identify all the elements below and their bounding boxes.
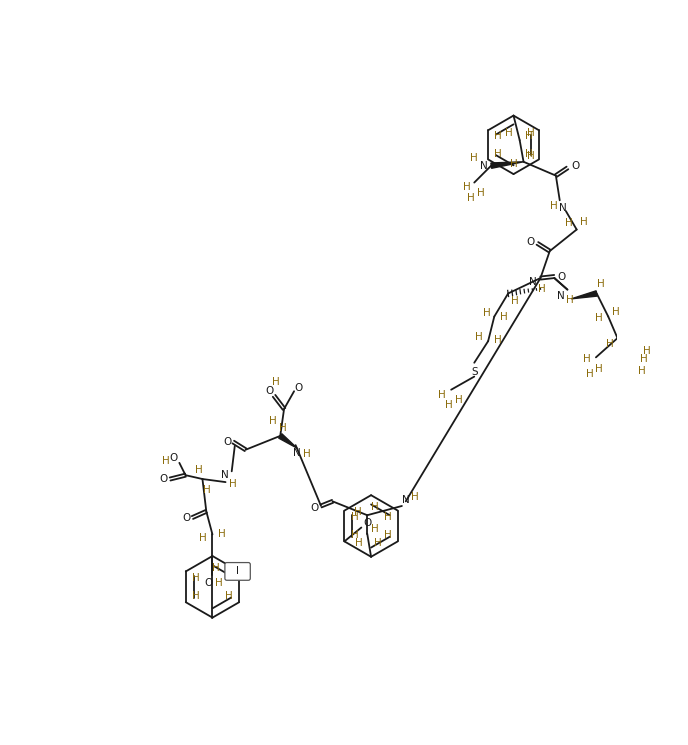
Text: H: H — [303, 449, 310, 460]
Text: H: H — [215, 578, 222, 588]
Text: H: H — [374, 538, 382, 548]
Text: O: O — [526, 237, 535, 247]
Text: H: H — [195, 465, 203, 475]
Text: H: H — [200, 533, 207, 543]
Text: H: H — [229, 478, 237, 489]
Text: N: N — [221, 470, 228, 481]
Text: O: O — [160, 474, 168, 484]
Text: H: H — [580, 217, 588, 226]
Text: H: H — [638, 367, 646, 376]
Text: O: O — [557, 271, 566, 282]
Text: H: H — [483, 308, 491, 317]
Text: O: O — [223, 437, 231, 447]
Text: H: H — [494, 335, 502, 345]
Text: H: H — [565, 218, 573, 229]
Text: H: H — [445, 400, 453, 410]
Text: H: H — [494, 149, 502, 159]
Text: I: I — [236, 566, 239, 577]
Text: H: H — [538, 284, 546, 294]
Text: H: H — [528, 150, 535, 161]
Text: H: H — [351, 512, 358, 522]
Text: H: H — [372, 524, 379, 534]
Text: H: H — [192, 591, 200, 601]
Text: H: H — [595, 313, 603, 323]
Text: H: H — [525, 149, 533, 159]
Text: H: H — [218, 530, 226, 539]
Text: H: H — [505, 127, 513, 138]
Text: H: H — [471, 153, 478, 163]
Text: H: H — [411, 492, 419, 501]
Text: H: H — [612, 307, 620, 317]
Text: H: H — [643, 346, 651, 356]
Text: H: H — [525, 130, 533, 141]
Text: H: H — [192, 573, 200, 583]
Text: O: O — [182, 513, 191, 522]
Text: H: H — [477, 188, 484, 198]
Polygon shape — [491, 162, 524, 168]
Text: H: H — [597, 279, 605, 289]
Text: H: H — [272, 377, 280, 387]
Text: H: H — [566, 295, 574, 305]
Text: H: H — [351, 530, 358, 540]
Text: H: H — [550, 201, 557, 212]
Text: N: N — [559, 203, 567, 213]
Text: H: H — [162, 456, 169, 466]
Text: O: O — [571, 162, 579, 171]
Polygon shape — [279, 434, 297, 448]
Text: O: O — [294, 383, 303, 393]
Text: N: N — [293, 448, 301, 458]
Text: H: H — [438, 390, 446, 400]
Text: N: N — [557, 291, 565, 301]
Text: N: N — [529, 277, 537, 287]
Text: H: H — [279, 423, 287, 433]
Text: H: H — [499, 311, 507, 322]
FancyBboxPatch shape — [225, 562, 250, 580]
Text: H: H — [371, 501, 379, 512]
Text: H: H — [583, 354, 590, 364]
Text: N: N — [402, 495, 409, 505]
Text: H: H — [268, 416, 277, 425]
Text: H: H — [463, 183, 471, 192]
Text: O: O — [363, 518, 372, 528]
Text: H: H — [640, 354, 647, 364]
Text: H: H — [384, 512, 391, 522]
Text: O: O — [204, 578, 213, 588]
Text: S: S — [471, 367, 477, 377]
Text: N: N — [480, 162, 488, 171]
Text: H: H — [475, 332, 483, 343]
Text: H: H — [384, 530, 391, 540]
Text: H: H — [354, 507, 362, 517]
Text: H: H — [511, 297, 519, 306]
Text: O: O — [169, 453, 178, 463]
Text: H: H — [203, 485, 211, 495]
Text: H: H — [466, 193, 474, 203]
Text: H: H — [606, 339, 614, 349]
Text: H: H — [213, 562, 220, 573]
Text: H: H — [455, 395, 463, 405]
Polygon shape — [571, 291, 597, 299]
Text: O: O — [266, 386, 274, 396]
Text: H: H — [225, 591, 233, 601]
Text: H: H — [355, 538, 363, 548]
Text: H: H — [510, 159, 517, 169]
Text: H: H — [595, 364, 603, 374]
Text: H: H — [494, 130, 502, 141]
Text: H: H — [526, 127, 535, 138]
Text: H: H — [586, 370, 594, 379]
Text: O: O — [311, 503, 319, 513]
